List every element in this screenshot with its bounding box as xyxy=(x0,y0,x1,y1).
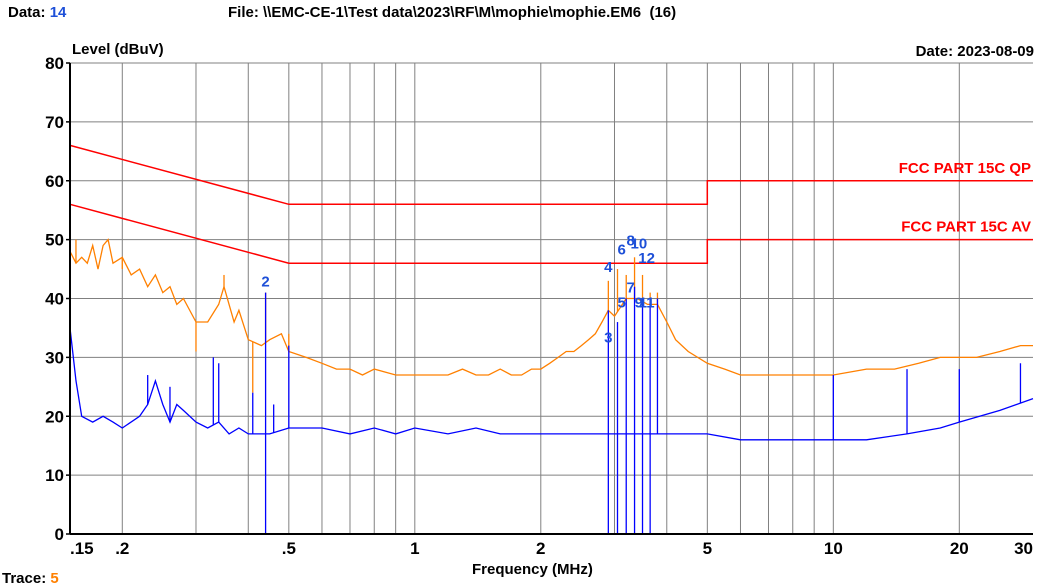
marker-3: 3 xyxy=(604,330,612,347)
x-tick-label-5: 5 xyxy=(703,539,712,558)
trace-peak xyxy=(69,238,1033,376)
marker-2: 2 xyxy=(261,274,269,291)
x-tick-label-20: 20 xyxy=(950,539,969,558)
trace-label: Trace: 5 xyxy=(2,570,59,587)
x-tick-label-.15: .15 xyxy=(70,539,94,558)
limit-label-av: FCC PART 15C AV xyxy=(901,219,1031,236)
y-tick-label-60: 60 xyxy=(45,172,64,191)
x-axis-title: Frequency (MHz) xyxy=(472,561,593,578)
x-tick-label-30: 30 xyxy=(1014,539,1033,558)
file-path: File: \\EMC-CE-1\Test data\2023\RF\M\mop… xyxy=(228,4,676,21)
y-tick-label-20: 20 xyxy=(45,407,64,426)
limit-line-qp xyxy=(69,144,1033,206)
marker-12: 12 xyxy=(638,250,655,267)
grid xyxy=(70,62,1033,534)
limit-label-qp: FCC PART 15C QP xyxy=(899,160,1031,177)
y-tick-label-80: 80 xyxy=(45,54,64,73)
trace-number: 5 xyxy=(50,570,59,587)
data-label-text: Data: xyxy=(8,4,46,21)
data-number: 14 xyxy=(49,4,67,21)
date-label: Date: 2023-08-09 xyxy=(916,43,1034,60)
marker-8: 8 xyxy=(627,233,635,250)
trace-average xyxy=(69,327,1034,441)
y-tick-label-0: 0 xyxy=(55,525,64,544)
y-tick-label-70: 70 xyxy=(45,113,64,132)
marker-9: 9 xyxy=(635,294,643,311)
marker-11: 11 xyxy=(639,294,655,311)
x-tick-label-.2: .2 xyxy=(115,539,129,558)
date-value: 2023-08-09 xyxy=(957,43,1034,60)
limit-line-av xyxy=(69,203,1033,264)
file-label: File: xyxy=(228,4,259,21)
x-tick-label-1: 1 xyxy=(410,539,419,558)
marker-10: 10 xyxy=(630,235,647,252)
x-tick-label-.5: .5 xyxy=(282,539,296,558)
y-tick-label-30: 30 xyxy=(45,348,64,367)
date-label-text: Date: xyxy=(915,43,954,60)
marker-4: 4 xyxy=(604,259,613,276)
trace-label-text: Trace: xyxy=(2,570,47,587)
traces xyxy=(69,238,1034,534)
limit-lines: FCC PART 15C QP FCC PART 15C AV xyxy=(69,144,1033,264)
y-tick-label-50: 50 xyxy=(45,231,64,250)
markers: 2 3 4 5 6 7 8 9 10 11 12 xyxy=(261,233,655,347)
data-label: Data: 14 xyxy=(8,4,66,21)
y-tick-label-40: 40 xyxy=(45,290,64,309)
y-tick-label-10: 10 xyxy=(45,466,64,485)
marker-6: 6 xyxy=(617,241,625,258)
marker-5: 5 xyxy=(617,294,625,311)
x-tick-label-2: 2 xyxy=(536,539,545,558)
file-path-value: \\EMC-CE-1\Test data\2023\RF\M\mophie\mo… xyxy=(263,4,677,21)
marker-7: 7 xyxy=(627,280,635,297)
y-axis-title: Level (dBuV) xyxy=(72,41,164,58)
x-tick-label-10: 10 xyxy=(824,539,843,558)
